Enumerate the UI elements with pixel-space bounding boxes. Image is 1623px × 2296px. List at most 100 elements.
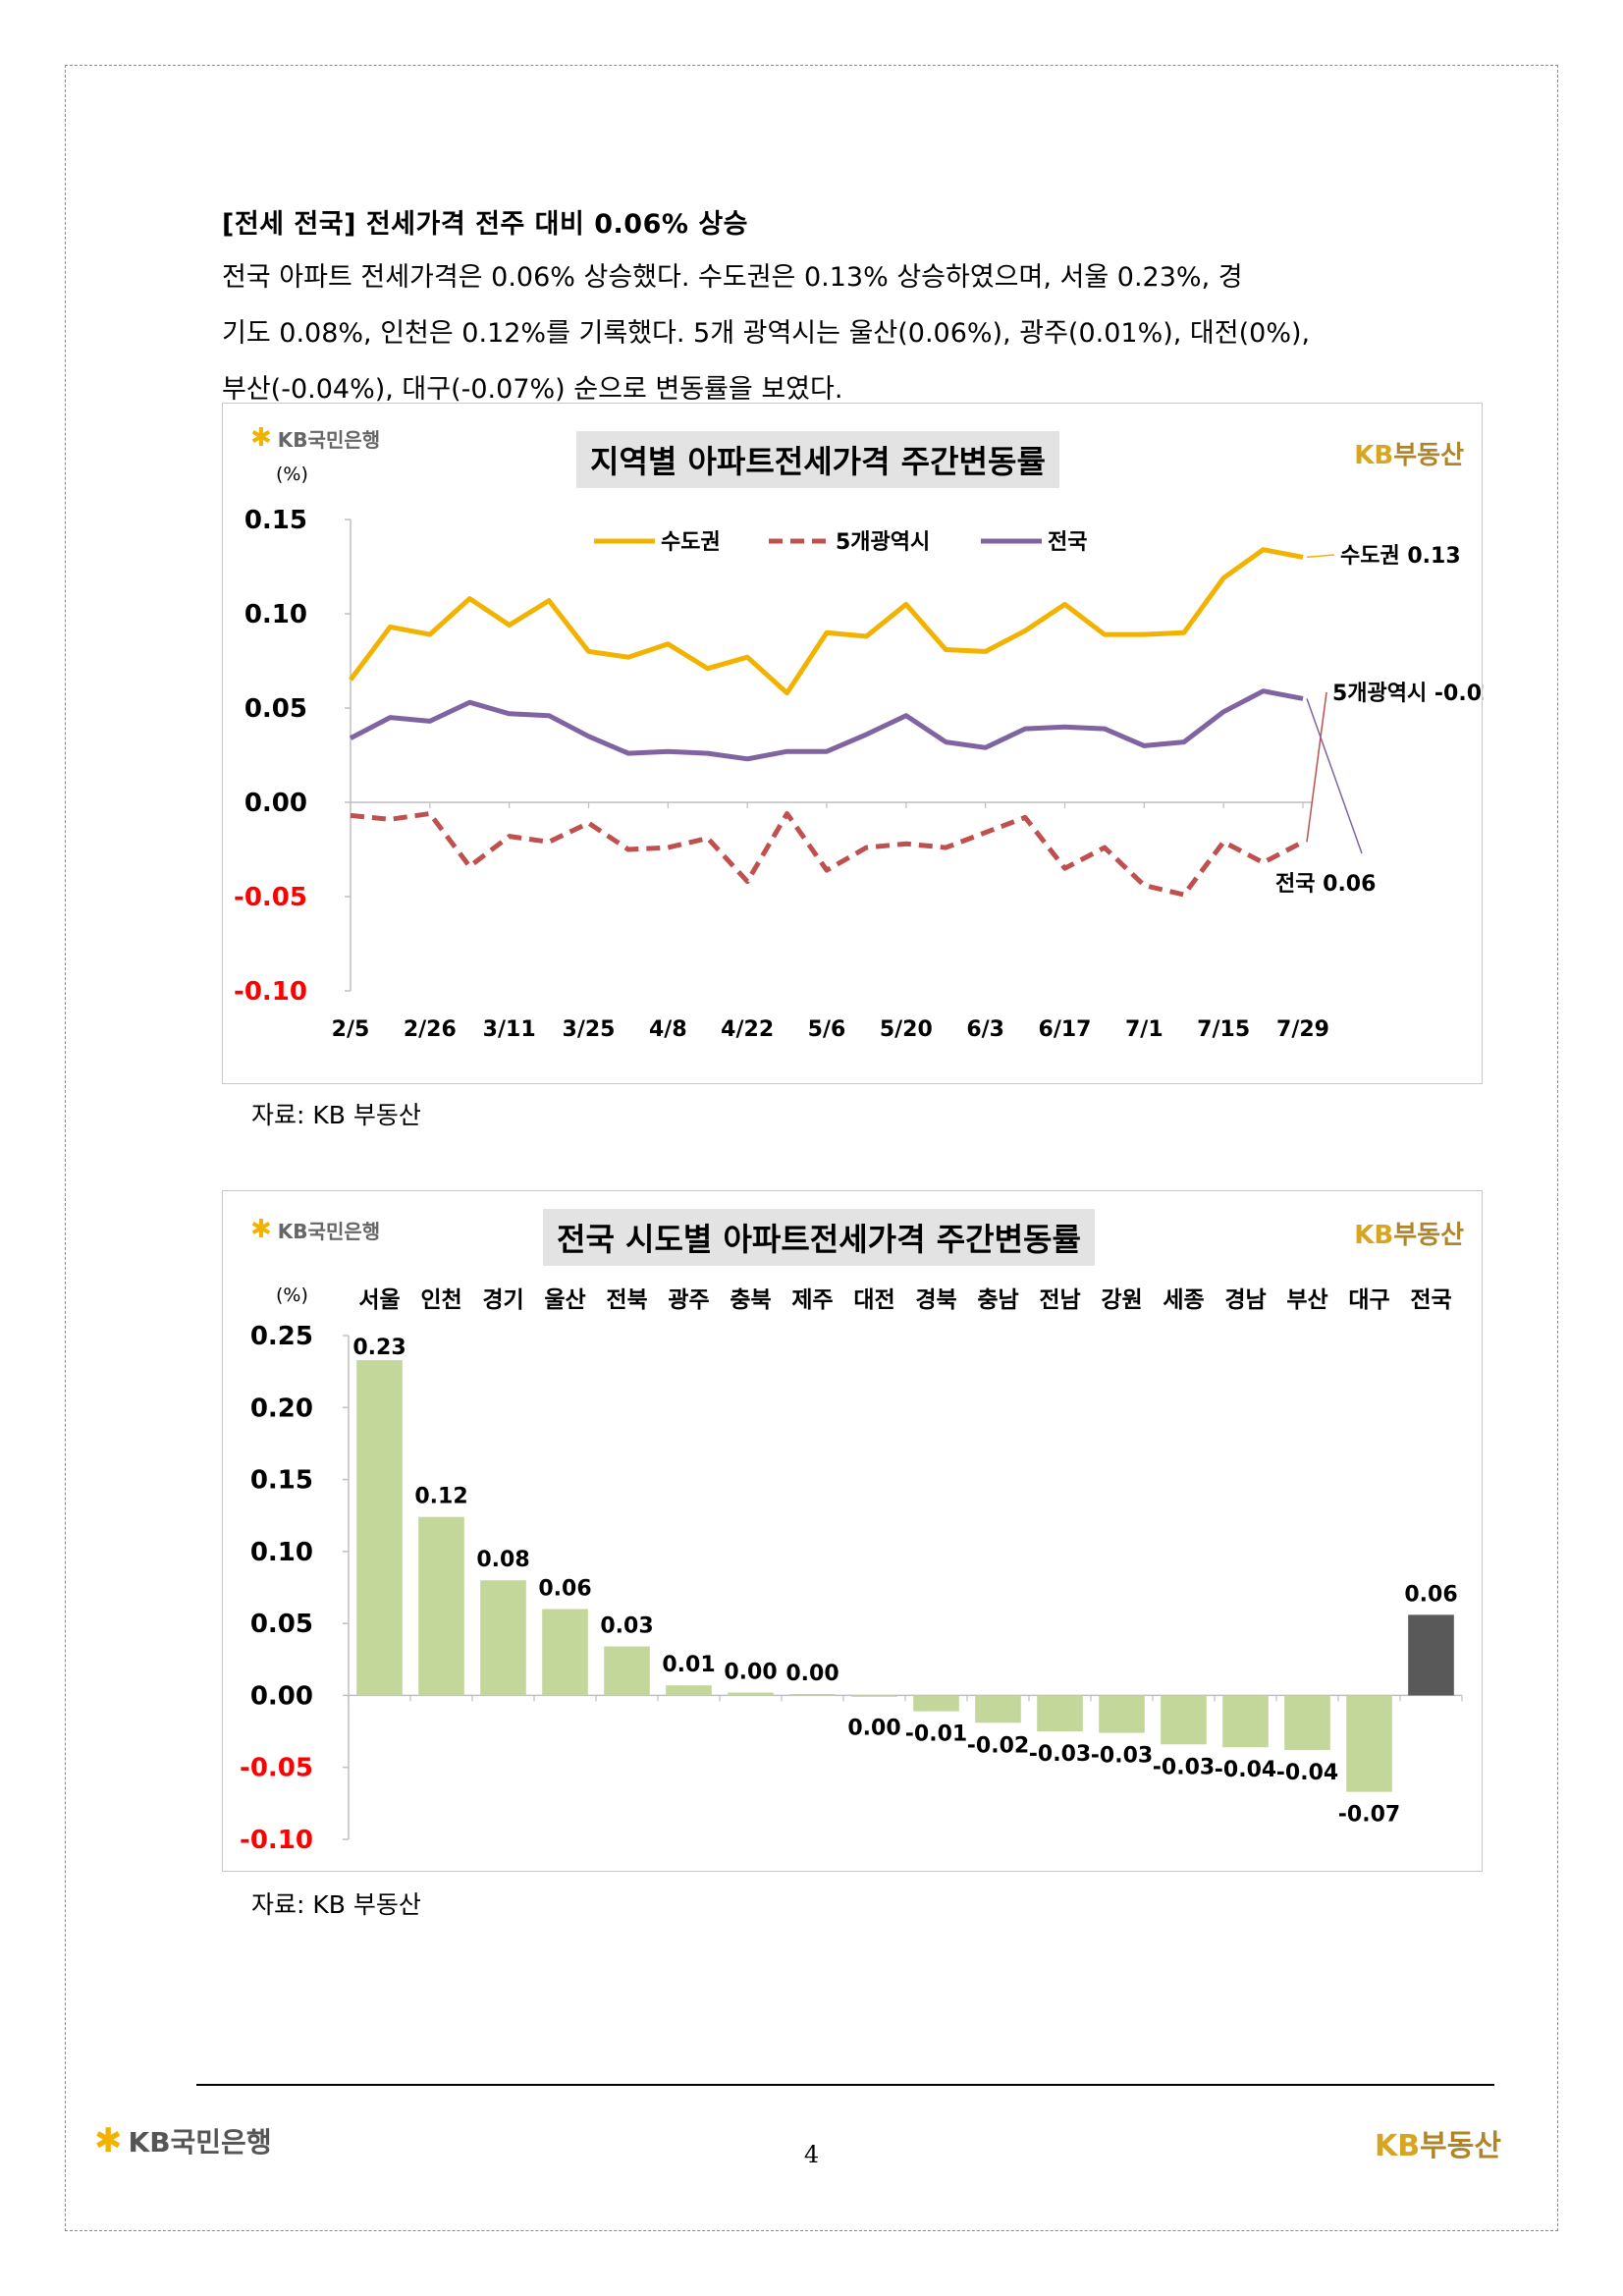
value-label: -0.02 xyxy=(967,1733,1029,1758)
category-label: 제주 xyxy=(791,1287,833,1313)
bar-chart-svg: (%) 0.25 0.20 0.15 0.10 0.05 0.00 -0.05 -0.10 서울 0… xyxy=(240,1285,1463,1855)
x-tick-label: 7/1 xyxy=(1125,1017,1163,1042)
page-border xyxy=(65,65,1558,2231)
unit-label: (%) xyxy=(276,1285,308,1306)
source-note: 자료: KB 부동산 xyxy=(251,1101,421,1129)
series-line-1 xyxy=(350,811,1305,898)
chart-title: 전국 시도별 아파트전세가격 주간변동률 xyxy=(543,1209,1095,1266)
bar xyxy=(1408,1614,1454,1696)
kb-star-icon: ✱ xyxy=(250,423,272,453)
x-tick-label: 4/8 xyxy=(649,1017,687,1042)
line-chart-svg: (%) 0.15 0.10 0.05 0.00 -0.05 -0.10 2/5 2/26 3/11… xyxy=(234,464,1484,1042)
bar xyxy=(666,1685,712,1696)
value-label: -0.04 xyxy=(1276,1761,1338,1785)
y-tick-label: -0.05 xyxy=(234,883,307,912)
footer-kb-real-estate-logo: KB부동산 xyxy=(1375,2129,1501,2163)
end-label: 수도권 0.13 xyxy=(1340,544,1461,569)
y-tick-label: 0.20 xyxy=(250,1394,313,1423)
y-tick-label: 0.05 xyxy=(244,694,307,724)
category-label: 경기 xyxy=(482,1287,523,1313)
y-tick-label: 0.00 xyxy=(244,789,307,818)
paragraph-line: 부산(-0.04%), 대구(-0.07%) 순으로 변동률을 보였다. xyxy=(222,374,843,405)
y-tick-label: 0.10 xyxy=(244,600,307,629)
line-chart-panel: ✱ KB국민은행 KB부동산 지역별 아파트전세가격 주간변동률 (%) 0.15… xyxy=(222,403,1484,1084)
x-tick-label: 5/20 xyxy=(880,1017,933,1042)
y-tick-label: -0.05 xyxy=(240,1754,313,1783)
section-heading: [전세 전국] 전세가격 전주 대비 0.06% 상승 xyxy=(222,209,749,240)
category-label: 부산 xyxy=(1286,1287,1327,1313)
value-label: 0.03 xyxy=(600,1614,653,1639)
x-tick-label: 3/11 xyxy=(483,1017,536,1042)
leader-line xyxy=(1306,554,1335,559)
value-label: -0.07 xyxy=(1338,1803,1400,1828)
y-tick-label: -0.10 xyxy=(234,977,307,1007)
value-label: -0.03 xyxy=(1153,1755,1215,1779)
kb-star-icon: ✱ xyxy=(94,2121,123,2160)
category-label: 전남 xyxy=(1039,1287,1080,1313)
bar xyxy=(1099,1695,1145,1733)
paragraph-line: 전국 아파트 전세가격은 0.06% 상승했다. 수도권은 0.13% 상승하였… xyxy=(222,262,1243,293)
legend-label: 전국 xyxy=(1048,530,1087,555)
y-tick-label: 0.00 xyxy=(250,1681,313,1711)
value-label: 0.08 xyxy=(476,1548,529,1572)
bar xyxy=(851,1695,897,1697)
source-note: 자료: KB 부동산 xyxy=(251,1890,421,1919)
bar xyxy=(356,1359,403,1696)
y-tick-label: 0.25 xyxy=(250,1322,313,1351)
y-tick-label: 0.05 xyxy=(250,1610,313,1639)
category-label: 서울 xyxy=(358,1287,400,1313)
x-tick-label: 2/26 xyxy=(404,1017,457,1042)
value-label: -0.03 xyxy=(1091,1744,1153,1769)
bar xyxy=(728,1692,774,1696)
category-label: 강원 xyxy=(1101,1287,1142,1313)
kb-star-icon: ✱ xyxy=(250,1215,272,1244)
category-label: 광주 xyxy=(668,1287,709,1313)
series-line-2 xyxy=(349,688,1304,762)
bar xyxy=(975,1695,1021,1723)
value-label: 0.12 xyxy=(414,1485,467,1509)
kb-bank-logo: ✱ KB국민은행 xyxy=(250,1215,381,1244)
y-tick-label: -0.10 xyxy=(240,1826,313,1855)
value-label: 0.01 xyxy=(662,1653,715,1677)
y-tick-label: 0.15 xyxy=(250,1466,313,1496)
bar xyxy=(604,1646,650,1696)
category-label: 대전 xyxy=(853,1287,894,1313)
bar xyxy=(1346,1695,1392,1792)
y-tick-label: 0.10 xyxy=(250,1538,313,1567)
value-label: 0.06 xyxy=(1404,1582,1457,1607)
value-label: 0.00 xyxy=(847,1716,900,1740)
bar xyxy=(1037,1695,1083,1732)
chart-title: 지역별 아파트전세가격 주간변동률 xyxy=(576,431,1059,488)
value-label: 0.06 xyxy=(538,1576,591,1601)
leader-line xyxy=(1306,698,1363,854)
footer-kb-bank-logo: ✱ KB국민은행 xyxy=(94,2121,272,2160)
bar xyxy=(1284,1695,1330,1751)
bar xyxy=(1161,1695,1207,1745)
value-label: 0.00 xyxy=(724,1660,777,1684)
value-label: 0.23 xyxy=(352,1336,406,1360)
category-label: 대구 xyxy=(1348,1287,1389,1313)
legend-label: 수도권 xyxy=(661,530,721,555)
bar xyxy=(418,1516,464,1696)
x-tick-label: 6/17 xyxy=(1039,1017,1092,1042)
kb-real-estate-logo: KB부동산 xyxy=(1354,441,1464,470)
x-tick-label: 6/3 xyxy=(966,1017,1004,1042)
footer-divider xyxy=(196,2084,1494,2086)
value-label: -0.01 xyxy=(905,1722,967,1747)
x-tick-label: 3/25 xyxy=(563,1017,616,1042)
x-tick-label: 4/22 xyxy=(721,1017,774,1042)
category-label: 경북 xyxy=(915,1287,956,1313)
category-label: 전북 xyxy=(606,1287,647,1313)
end-label: 전국 0.06 xyxy=(1275,872,1376,897)
bar xyxy=(542,1609,588,1696)
bar xyxy=(789,1693,836,1696)
bar xyxy=(913,1695,959,1712)
category-label: 전국 xyxy=(1410,1287,1451,1313)
category-label: 경남 xyxy=(1224,1287,1266,1313)
legend-label: 5개광역시 xyxy=(836,530,930,555)
bar xyxy=(1222,1695,1269,1748)
category-label: 충남 xyxy=(977,1287,1018,1313)
x-tick-label: 7/15 xyxy=(1197,1017,1250,1042)
x-tick-label: 5/6 xyxy=(808,1017,846,1042)
end-label: 5개광역시 -0.02 xyxy=(1332,682,1484,706)
